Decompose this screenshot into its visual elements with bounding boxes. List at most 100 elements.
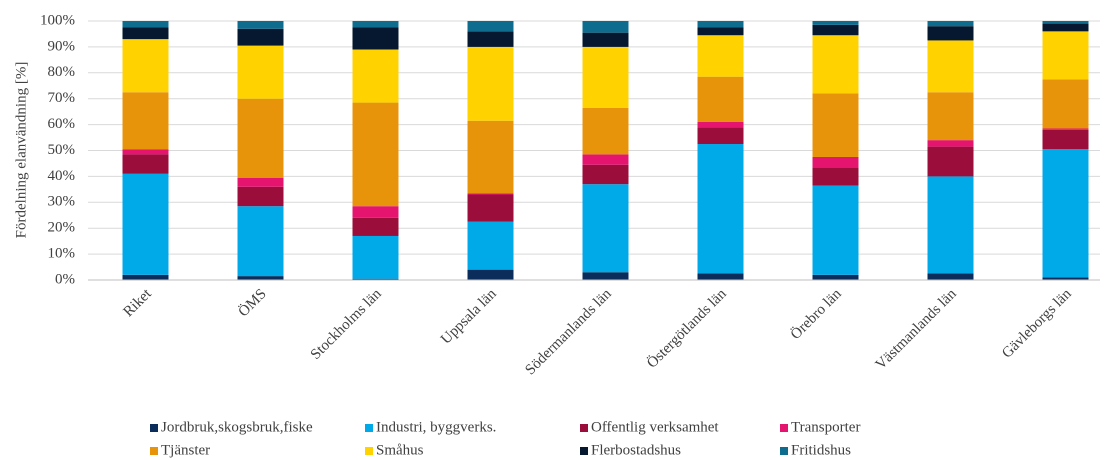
legend-label: Fritidshus <box>791 442 851 458</box>
bar-segment <box>1042 149 1089 278</box>
bar-segment <box>237 186 284 207</box>
y-tick-label: 0% <box>55 271 75 287</box>
bar-segment <box>352 102 399 207</box>
y-axis-label: Fördelning elanvändning [%] <box>13 62 29 239</box>
y-tick-label: 90% <box>48 38 76 54</box>
bar-segment <box>467 269 514 280</box>
bar-segment <box>467 193 514 195</box>
legend-label: Industri, byggverks. <box>376 419 496 435</box>
bar-segment <box>352 27 399 50</box>
bar-segment <box>582 21 629 33</box>
bar-segment <box>122 21 169 28</box>
bar-segment <box>122 27 169 40</box>
y-tick-label: 50% <box>48 142 76 158</box>
bar-segment <box>467 46 514 121</box>
legend-swatch <box>780 447 788 455</box>
bar-segment <box>467 194 514 222</box>
x-tick-label: ÖMS <box>235 285 270 320</box>
bar-segment <box>467 221 514 270</box>
bar-segment <box>352 49 399 103</box>
bar-segment <box>237 45 284 99</box>
bar-segment <box>697 144 744 274</box>
bar-segment <box>582 272 629 280</box>
bar-segment <box>812 274 859 280</box>
bar-segment <box>927 176 974 274</box>
bar-segment <box>927 21 974 27</box>
bar-segment <box>812 93 859 157</box>
legend-label: Jordbruk,skogsbruk,fiske <box>161 419 313 435</box>
bar-segment <box>812 35 859 94</box>
bar-segment <box>352 235 399 279</box>
x-tick-label: Västmanlands län <box>873 286 960 373</box>
bar-segment <box>122 149 169 155</box>
bar-segment <box>352 278 399 280</box>
y-tick-label: 10% <box>48 246 76 262</box>
bar-segment <box>1042 23 1089 32</box>
bar-segment <box>237 28 284 46</box>
legend-label: Småhus <box>376 442 424 458</box>
legend-swatch <box>150 447 158 455</box>
bar-segment <box>1042 128 1089 130</box>
y-tick-label: 30% <box>48 194 76 210</box>
legend-swatch <box>365 424 373 432</box>
bar-segment <box>122 274 169 280</box>
legend-swatch <box>365 447 373 455</box>
bar-segment <box>237 21 284 29</box>
bar-segment <box>582 184 629 273</box>
x-tick-label: Riket <box>120 285 155 320</box>
y-tick-label: 70% <box>48 90 76 106</box>
bar-segment <box>927 273 974 280</box>
x-tick-label: Stockholms län <box>308 286 385 363</box>
y-tick-label: 60% <box>48 116 76 132</box>
x-tick-label: Södermanlands län <box>522 286 615 379</box>
bar-segment <box>582 154 629 165</box>
bar-segment <box>582 46 629 108</box>
bar-segment <box>812 185 859 275</box>
legend-label: Offentlig verksamhet <box>591 419 719 435</box>
bar-segment <box>582 164 629 185</box>
bar-segment <box>697 122 744 128</box>
bar-segment <box>122 39 169 93</box>
bar-segment <box>582 32 629 47</box>
legend-label: Tjänster <box>161 442 210 458</box>
bar-segment <box>927 140 974 147</box>
x-tick-label: Uppsala län <box>438 286 500 348</box>
bar-segment <box>237 98 284 178</box>
bar-segment <box>697 21 744 28</box>
legend-label: Flerbostadshus <box>591 442 681 458</box>
bar-segment <box>927 92 974 141</box>
bar-segment <box>697 35 744 77</box>
bar-segment <box>352 217 399 236</box>
bar-segment <box>467 21 514 32</box>
bar-segment <box>812 167 859 186</box>
bar-segment <box>812 24 859 36</box>
bar-segment <box>467 120 514 194</box>
bar-segment <box>237 206 284 277</box>
x-tick-label: Gävleborgs län <box>999 286 1075 362</box>
bar-segment <box>927 146 974 177</box>
bar-segment <box>352 206 399 218</box>
y-tick-label: 100% <box>40 12 75 28</box>
bar-segment <box>1042 31 1089 80</box>
bar-segment <box>237 177 284 187</box>
bar-segment <box>1042 21 1089 24</box>
bar-segment <box>697 27 744 36</box>
bar-segment <box>122 154 169 174</box>
bar-segment <box>1042 129 1089 150</box>
bar-segment <box>927 40 974 93</box>
bar-segment <box>812 156 859 168</box>
legend-swatch <box>150 424 158 432</box>
bar-segment <box>697 273 744 280</box>
legend-swatch <box>780 424 788 432</box>
x-tick-label: Örebro län <box>787 285 845 343</box>
bar-segment <box>697 127 744 145</box>
bar-segment <box>1042 277 1089 280</box>
bar-segment <box>1042 79 1089 129</box>
bar-segment <box>927 26 974 41</box>
legend-swatch <box>580 447 588 455</box>
legend-label: Transporter <box>791 419 860 435</box>
legend-swatch <box>580 424 588 432</box>
y-tick-label: 20% <box>48 220 76 236</box>
